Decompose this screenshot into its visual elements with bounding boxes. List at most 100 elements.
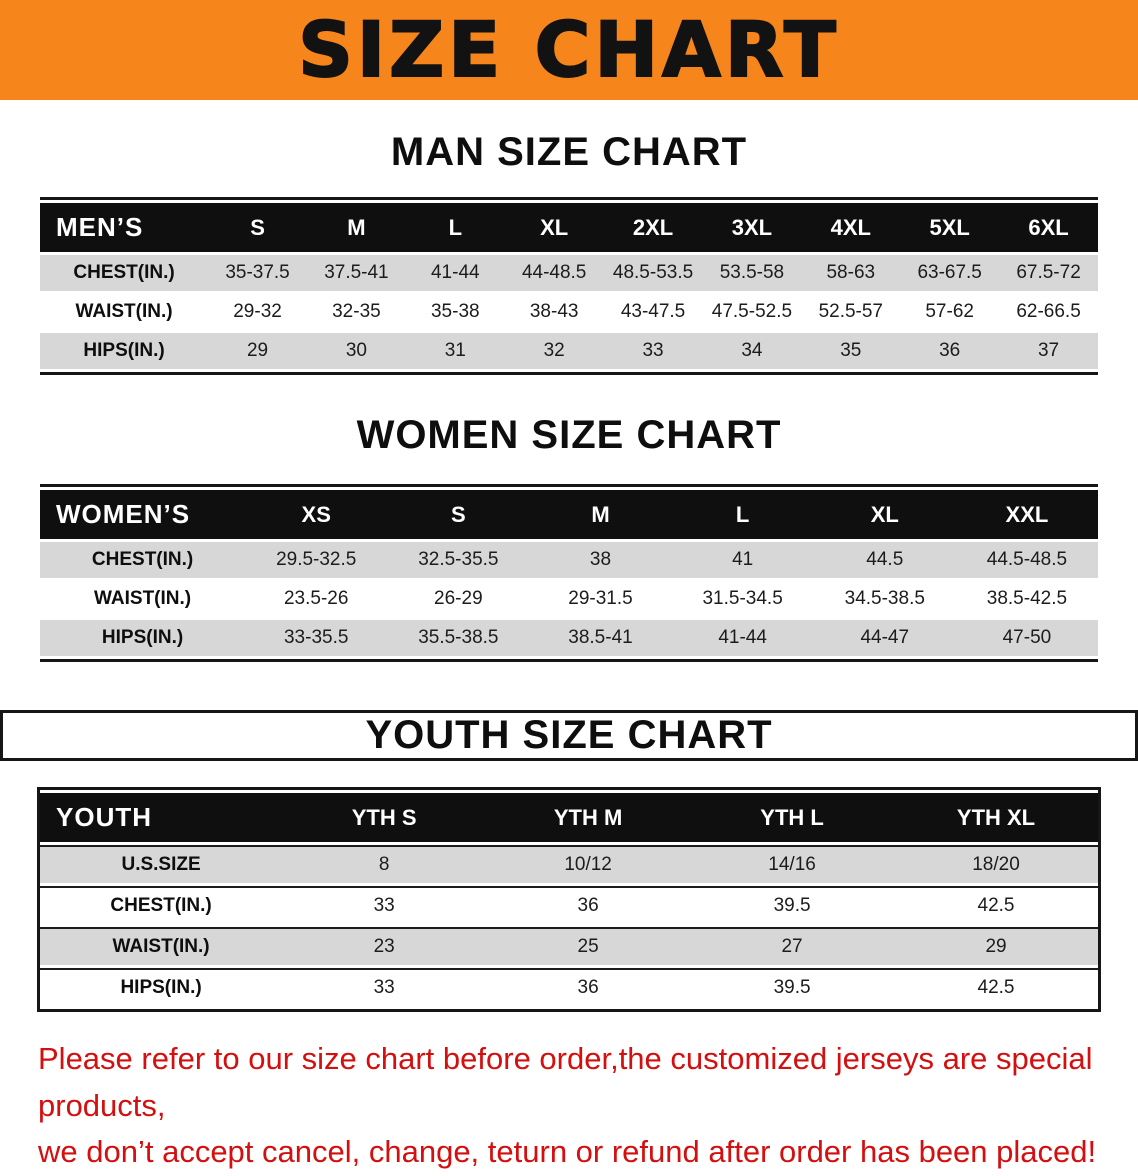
table-cell: 63-67.5 bbox=[900, 255, 1000, 291]
table-cell: 29 bbox=[208, 333, 307, 369]
table-cell: 37.5-41 bbox=[306, 255, 406, 291]
table-cell: 35 bbox=[801, 333, 901, 369]
table-cell: 32.5-35.5 bbox=[387, 542, 530, 578]
table-cell: 31 bbox=[405, 333, 505, 369]
table-cell: 43-47.5 bbox=[603, 294, 703, 330]
table-cell: 26-29 bbox=[387, 581, 530, 617]
table-cell: 44-47 bbox=[813, 620, 956, 656]
table-cell: 23 bbox=[282, 927, 487, 965]
column-header: YTH M bbox=[486, 793, 691, 842]
table-cell: 42.5 bbox=[894, 886, 1098, 924]
table-cell: 36 bbox=[486, 886, 691, 924]
table-cell: 44-48.5 bbox=[504, 255, 604, 291]
column-header: XXL bbox=[955, 490, 1098, 539]
column-header: XL bbox=[813, 490, 956, 539]
table-cell: 57-62 bbox=[900, 294, 1000, 330]
row-label: CHEST(IN.) bbox=[40, 886, 283, 924]
table-row: WAIST(IN.) 23 25 27 29 bbox=[40, 927, 1098, 965]
column-header: L bbox=[671, 490, 814, 539]
table-cell: 33 bbox=[603, 333, 703, 369]
youth-table-corner-label: YOUTH bbox=[40, 793, 283, 842]
men-size-table: MEN’S S M L XL 2XL 3XL 4XL 5XL 6XL CHEST(IN.) 35-37… bbox=[40, 200, 1098, 372]
women-size-table: WOMEN’S XS S M L XL XXL CHEST(IN.) 29.5-32.5 32.5… bbox=[40, 487, 1098, 659]
disclaimer-line-2: we don’t accept cancel, change, teturn o… bbox=[38, 1134, 1097, 1169]
column-header: L bbox=[405, 203, 505, 252]
column-header: S bbox=[208, 203, 307, 252]
column-header: 4XL bbox=[801, 203, 901, 252]
table-cell: 41-44 bbox=[671, 620, 814, 656]
table-cell: 53.5-58 bbox=[702, 255, 802, 291]
row-label: HIPS(IN.) bbox=[40, 620, 246, 656]
table-cell: 52.5-57 bbox=[801, 294, 901, 330]
table-cell: 35-38 bbox=[405, 294, 505, 330]
women-section-title: WOMEN SIZE CHART bbox=[356, 413, 782, 457]
table-cell: 8 bbox=[282, 845, 487, 883]
column-header: XS bbox=[245, 490, 388, 539]
table-cell: 33 bbox=[282, 886, 487, 924]
table-row: WAIST(IN.) 29-32 32-35 35-38 38-43 43-47.5 47.… bbox=[40, 294, 1098, 330]
table-row: HIPS(IN.) 33-35.5 35.5-38.5 38.5-41 41-44 44-… bbox=[40, 620, 1098, 656]
disclaimer-text: Please refer to our size chart before or… bbox=[38, 1036, 1116, 1176]
table-cell: 18/20 bbox=[894, 845, 1098, 883]
table-row: CHEST(IN.) 33 36 39.5 42.5 bbox=[40, 886, 1098, 924]
table-cell: 39.5 bbox=[690, 968, 895, 1006]
table-cell: 37 bbox=[999, 333, 1098, 369]
table-row: CHEST(IN.) 35-37.5 37.5-41 41-44 44-48.5 48.5… bbox=[40, 255, 1098, 291]
youth-size-table: YOUTH YTH S YTH M YTH L YTH XL U.S.SIZE 8 10/12… bbox=[40, 790, 1098, 1009]
column-header: S bbox=[387, 490, 530, 539]
table-cell: 36 bbox=[900, 333, 1000, 369]
size-chart-title: SIZE CHART bbox=[297, 5, 840, 94]
men-table-corner-label: MEN’S bbox=[40, 203, 209, 252]
row-label: U.S.SIZE bbox=[40, 845, 283, 883]
table-cell: 34 bbox=[702, 333, 802, 369]
row-label: CHEST(IN.) bbox=[40, 542, 246, 578]
table-cell: 34.5-38.5 bbox=[813, 581, 956, 617]
table-cell: 38 bbox=[529, 542, 672, 578]
table-cell: 67.5-72 bbox=[999, 255, 1098, 291]
row-label: HIPS(IN.) bbox=[40, 968, 283, 1006]
table-cell: 33-35.5 bbox=[245, 620, 388, 656]
table-row: CHEST(IN.) 29.5-32.5 32.5-35.5 38 41 44.5 44.5… bbox=[40, 542, 1098, 578]
column-header: M bbox=[529, 490, 672, 539]
table-cell: 44.5 bbox=[813, 542, 956, 578]
table-cell: 35-37.5 bbox=[208, 255, 307, 291]
table-cell: 62-66.5 bbox=[999, 294, 1098, 330]
table-cell: 14/16 bbox=[690, 845, 895, 883]
table-cell: 41-44 bbox=[405, 255, 505, 291]
table-cell: 44.5-48.5 bbox=[955, 542, 1098, 578]
table-cell: 29-31.5 bbox=[529, 581, 672, 617]
column-header: YTH S bbox=[282, 793, 487, 842]
table-cell: 30 bbox=[306, 333, 406, 369]
row-label: HIPS(IN.) bbox=[40, 333, 209, 369]
row-label: WAIST(IN.) bbox=[40, 581, 246, 617]
table-cell: 47.5-52.5 bbox=[702, 294, 802, 330]
table-cell: 58-63 bbox=[801, 255, 901, 291]
column-header: 6XL bbox=[999, 203, 1098, 252]
table-cell: 38-43 bbox=[504, 294, 604, 330]
youth-size-table-container: YOUTH YTH S YTH M YTH L YTH XL U.S.SIZE 8 10/12… bbox=[37, 787, 1101, 1012]
table-cell: 35.5-38.5 bbox=[387, 620, 530, 656]
row-label: WAIST(IN.) bbox=[40, 927, 283, 965]
table-cell: 42.5 bbox=[894, 968, 1098, 1006]
table-cell: 33 bbox=[282, 968, 487, 1006]
column-header: 3XL bbox=[702, 203, 802, 252]
size-chart-banner: SIZE CHART bbox=[0, 0, 1138, 100]
table-row: HIPS(IN.) 33 36 39.5 42.5 bbox=[40, 968, 1098, 1006]
table-cell: 38.5-42.5 bbox=[955, 581, 1098, 617]
men-section-title: MAN SIZE CHART bbox=[390, 130, 748, 174]
column-header: 2XL bbox=[603, 203, 703, 252]
table-cell: 29 bbox=[894, 927, 1098, 965]
column-header: XL bbox=[504, 203, 604, 252]
table-cell: 10/12 bbox=[486, 845, 691, 883]
women-size-table-container: WOMEN’S XS S M L XL XXL CHEST(IN.) 29.5-32.5 32.5… bbox=[40, 484, 1098, 662]
table-cell: 27 bbox=[690, 927, 895, 965]
table-cell: 39.5 bbox=[690, 886, 895, 924]
column-header: YTH L bbox=[690, 793, 895, 842]
table-cell: 31.5-34.5 bbox=[671, 581, 814, 617]
table-cell: 48.5-53.5 bbox=[603, 255, 703, 291]
table-cell: 38.5-41 bbox=[529, 620, 672, 656]
column-header: M bbox=[306, 203, 406, 252]
table-cell: 41 bbox=[671, 542, 814, 578]
table-row: HIPS(IN.) 29 30 31 32 33 34 35 36 37 bbox=[40, 333, 1098, 369]
table-row: U.S.SIZE 8 10/12 14/16 18/20 bbox=[40, 845, 1098, 883]
